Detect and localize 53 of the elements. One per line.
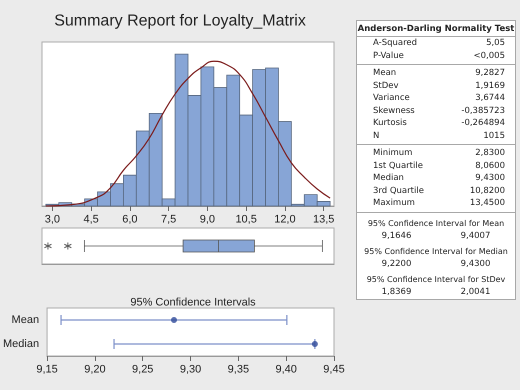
text: 95% Confidence Interval for Mean [366,218,506,230]
text: 1st Quartile [373,160,423,172]
x-tick-label: 3,0 [44,214,60,226]
x-tick-label: 9,35 [228,364,250,376]
text: 9,4300 [475,172,505,184]
text: 2,0041 [460,286,490,298]
text: Anderson-Darling Normality Test [357,21,515,37]
x-tick-label: 9,30 [180,364,202,376]
x-tick-label: 6,0 [122,214,138,226]
text: 3rd Quartile [373,184,424,197]
chart-title: 95% Confidence Intervals [130,296,256,308]
text: Median [373,172,404,184]
text: -0,264894 [461,117,505,130]
text: N [373,130,380,142]
text: Variance [373,92,410,104]
text: 9,2827 [475,67,505,80]
x-tick-label: 9,15 [36,364,58,376]
text: 95% Confidence Interval for Median [363,246,509,258]
text: 9,4007 [460,230,490,242]
x-tick-label: 7,5 [160,214,176,226]
text: 8,0600 [475,160,505,172]
text: 1,8369 [382,286,412,298]
text: 5,05 [486,37,505,50]
chart-title: Summary Report for Loyalty_Matrix [54,12,306,30]
text: 10,8200 [470,184,505,197]
text: StDev [373,80,399,92]
text: A-Squared [373,37,418,50]
text: Maximum [373,197,415,210]
text: 95% Confidence Interval for StDev [366,274,506,286]
text: 9,2200 [382,258,412,270]
x-tick-label: 10,5 [235,214,257,226]
text: 3,6744 [475,92,505,104]
text: P-Value [373,50,404,62]
text: Mean [373,67,396,80]
text: 13,4500 [470,197,505,210]
text: 1,9169 [475,80,505,92]
text: <0,005 [474,50,505,62]
x-tick-label: 9,40 [275,364,297,376]
text: -0,385723 [461,104,505,117]
x-tick-label: 13,5 [312,214,334,226]
text: Skewness [373,104,415,117]
x-tick-label: 9,25 [132,364,154,376]
x-tick-label: 9,20 [84,364,106,376]
text: 9,4300 [460,258,490,270]
text: 9,1646 [382,230,412,242]
x-tick-label: 9,45 [323,364,345,376]
text: 2,8300 [475,147,505,160]
x-tick-label: 12,0 [274,214,296,226]
text: Kurtosis [373,117,407,130]
text: Minimum [373,147,412,160]
x-tick-label: 9,0 [200,214,216,226]
text: 1015 [483,130,505,142]
x-tick-label: 4,5 [83,214,99,226]
